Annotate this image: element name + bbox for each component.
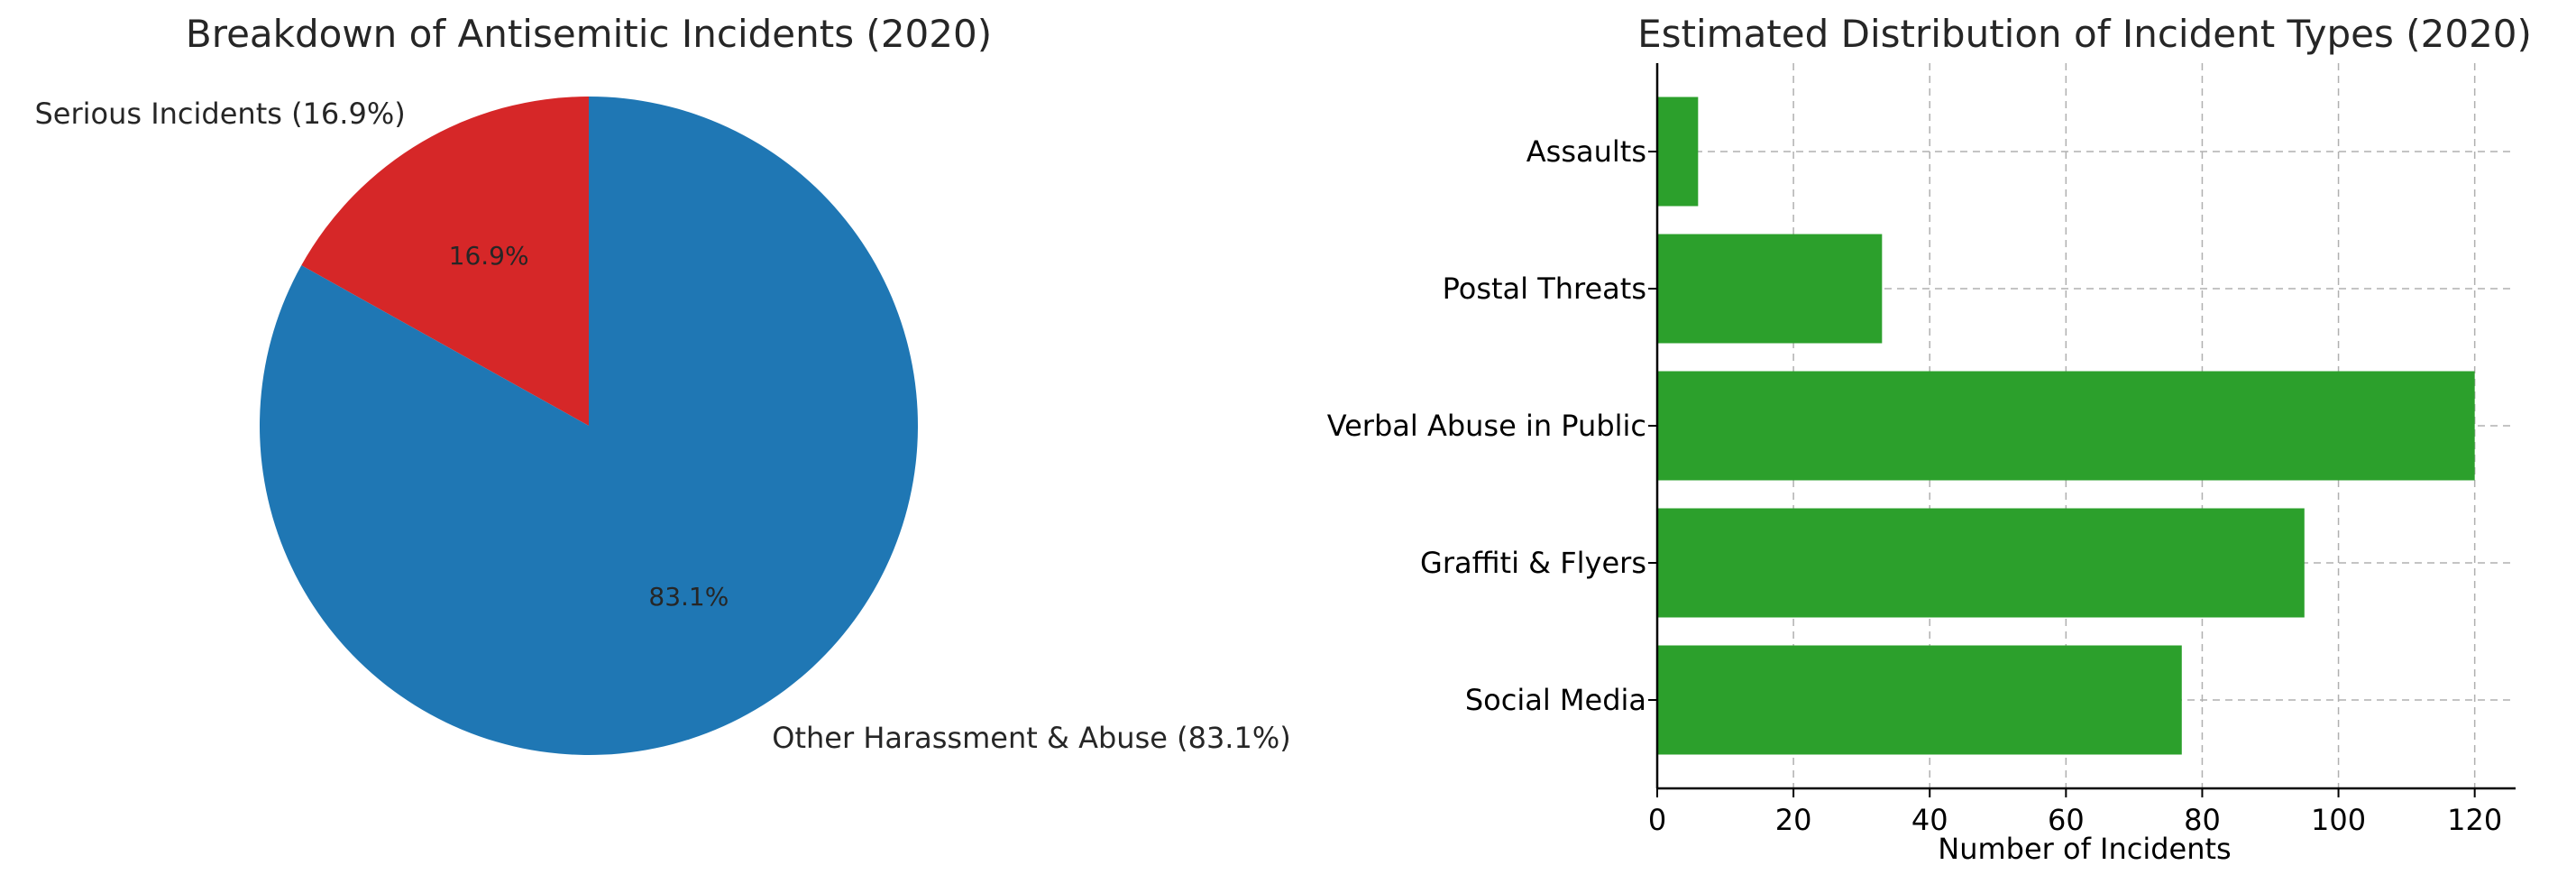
- pie-chart-title: Breakdown of Antisemitic Incidents (2020…: [186, 12, 992, 56]
- x-axis-label: Number of Incidents: [1938, 832, 2231, 866]
- pie-percent-label: 16.9%: [449, 241, 529, 271]
- x-axis-ticks: 0 20 40 60 80 100 120: [1648, 788, 2502, 837]
- pie-labels: Serious Incidents (16.9%) 16.9% Other Hara…: [34, 97, 1290, 755]
- pie-slice-83-1: [260, 97, 919, 755]
- bar-postal-threats: [1657, 234, 1883, 344]
- x-tick-label: 100: [2311, 803, 2366, 837]
- x-tick-label: 80: [2184, 803, 2221, 837]
- y-tick-label: Graffiti & Flyers: [1420, 546, 1646, 580]
- bar-graffiti-flyers: [1657, 508, 2305, 618]
- x-tick-label: 120: [2447, 803, 2502, 837]
- x-tick-label: 40: [1911, 803, 1948, 837]
- pie-percent-label: 83.1%: [648, 582, 729, 612]
- pie-slice-16-9: [301, 97, 589, 426]
- pie-label: Other Harassment & Abuse (83.1%): [772, 721, 1290, 755]
- x-tick-label: 60: [2048, 803, 2085, 837]
- pie-label: Serious Incidents (16.9%): [34, 97, 405, 131]
- pie-chart: Breakdown of Antisemitic Incidents (2020…: [34, 12, 1290, 755]
- x-tick-label: 0: [1648, 803, 1666, 837]
- pie-slices: [260, 97, 919, 755]
- x-tick-label: 20: [1775, 803, 1812, 837]
- y-tick-label: Assaults: [1526, 134, 1646, 169]
- y-tick-label: Social Media: [1465, 683, 1646, 717]
- bar-chart-title: Estimated Distribution of Incident Types…: [1637, 12, 2532, 56]
- bar-chart-bars: [1657, 97, 2475, 755]
- bar-social-media: [1657, 645, 2182, 755]
- y-tick-label: Postal Threats: [1443, 272, 1646, 306]
- bar-assaults: [1657, 97, 1699, 207]
- bar-chart: Estimated Distribution of Incident Types…: [1327, 12, 2532, 866]
- y-axis-ticks: Assaults Postal Threats Verbal Abuse in Pu…: [1327, 134, 1657, 717]
- y-tick-label: Verbal Abuse in Public: [1327, 409, 1646, 443]
- bar-verbal-abuse-in-public: [1657, 371, 2475, 481]
